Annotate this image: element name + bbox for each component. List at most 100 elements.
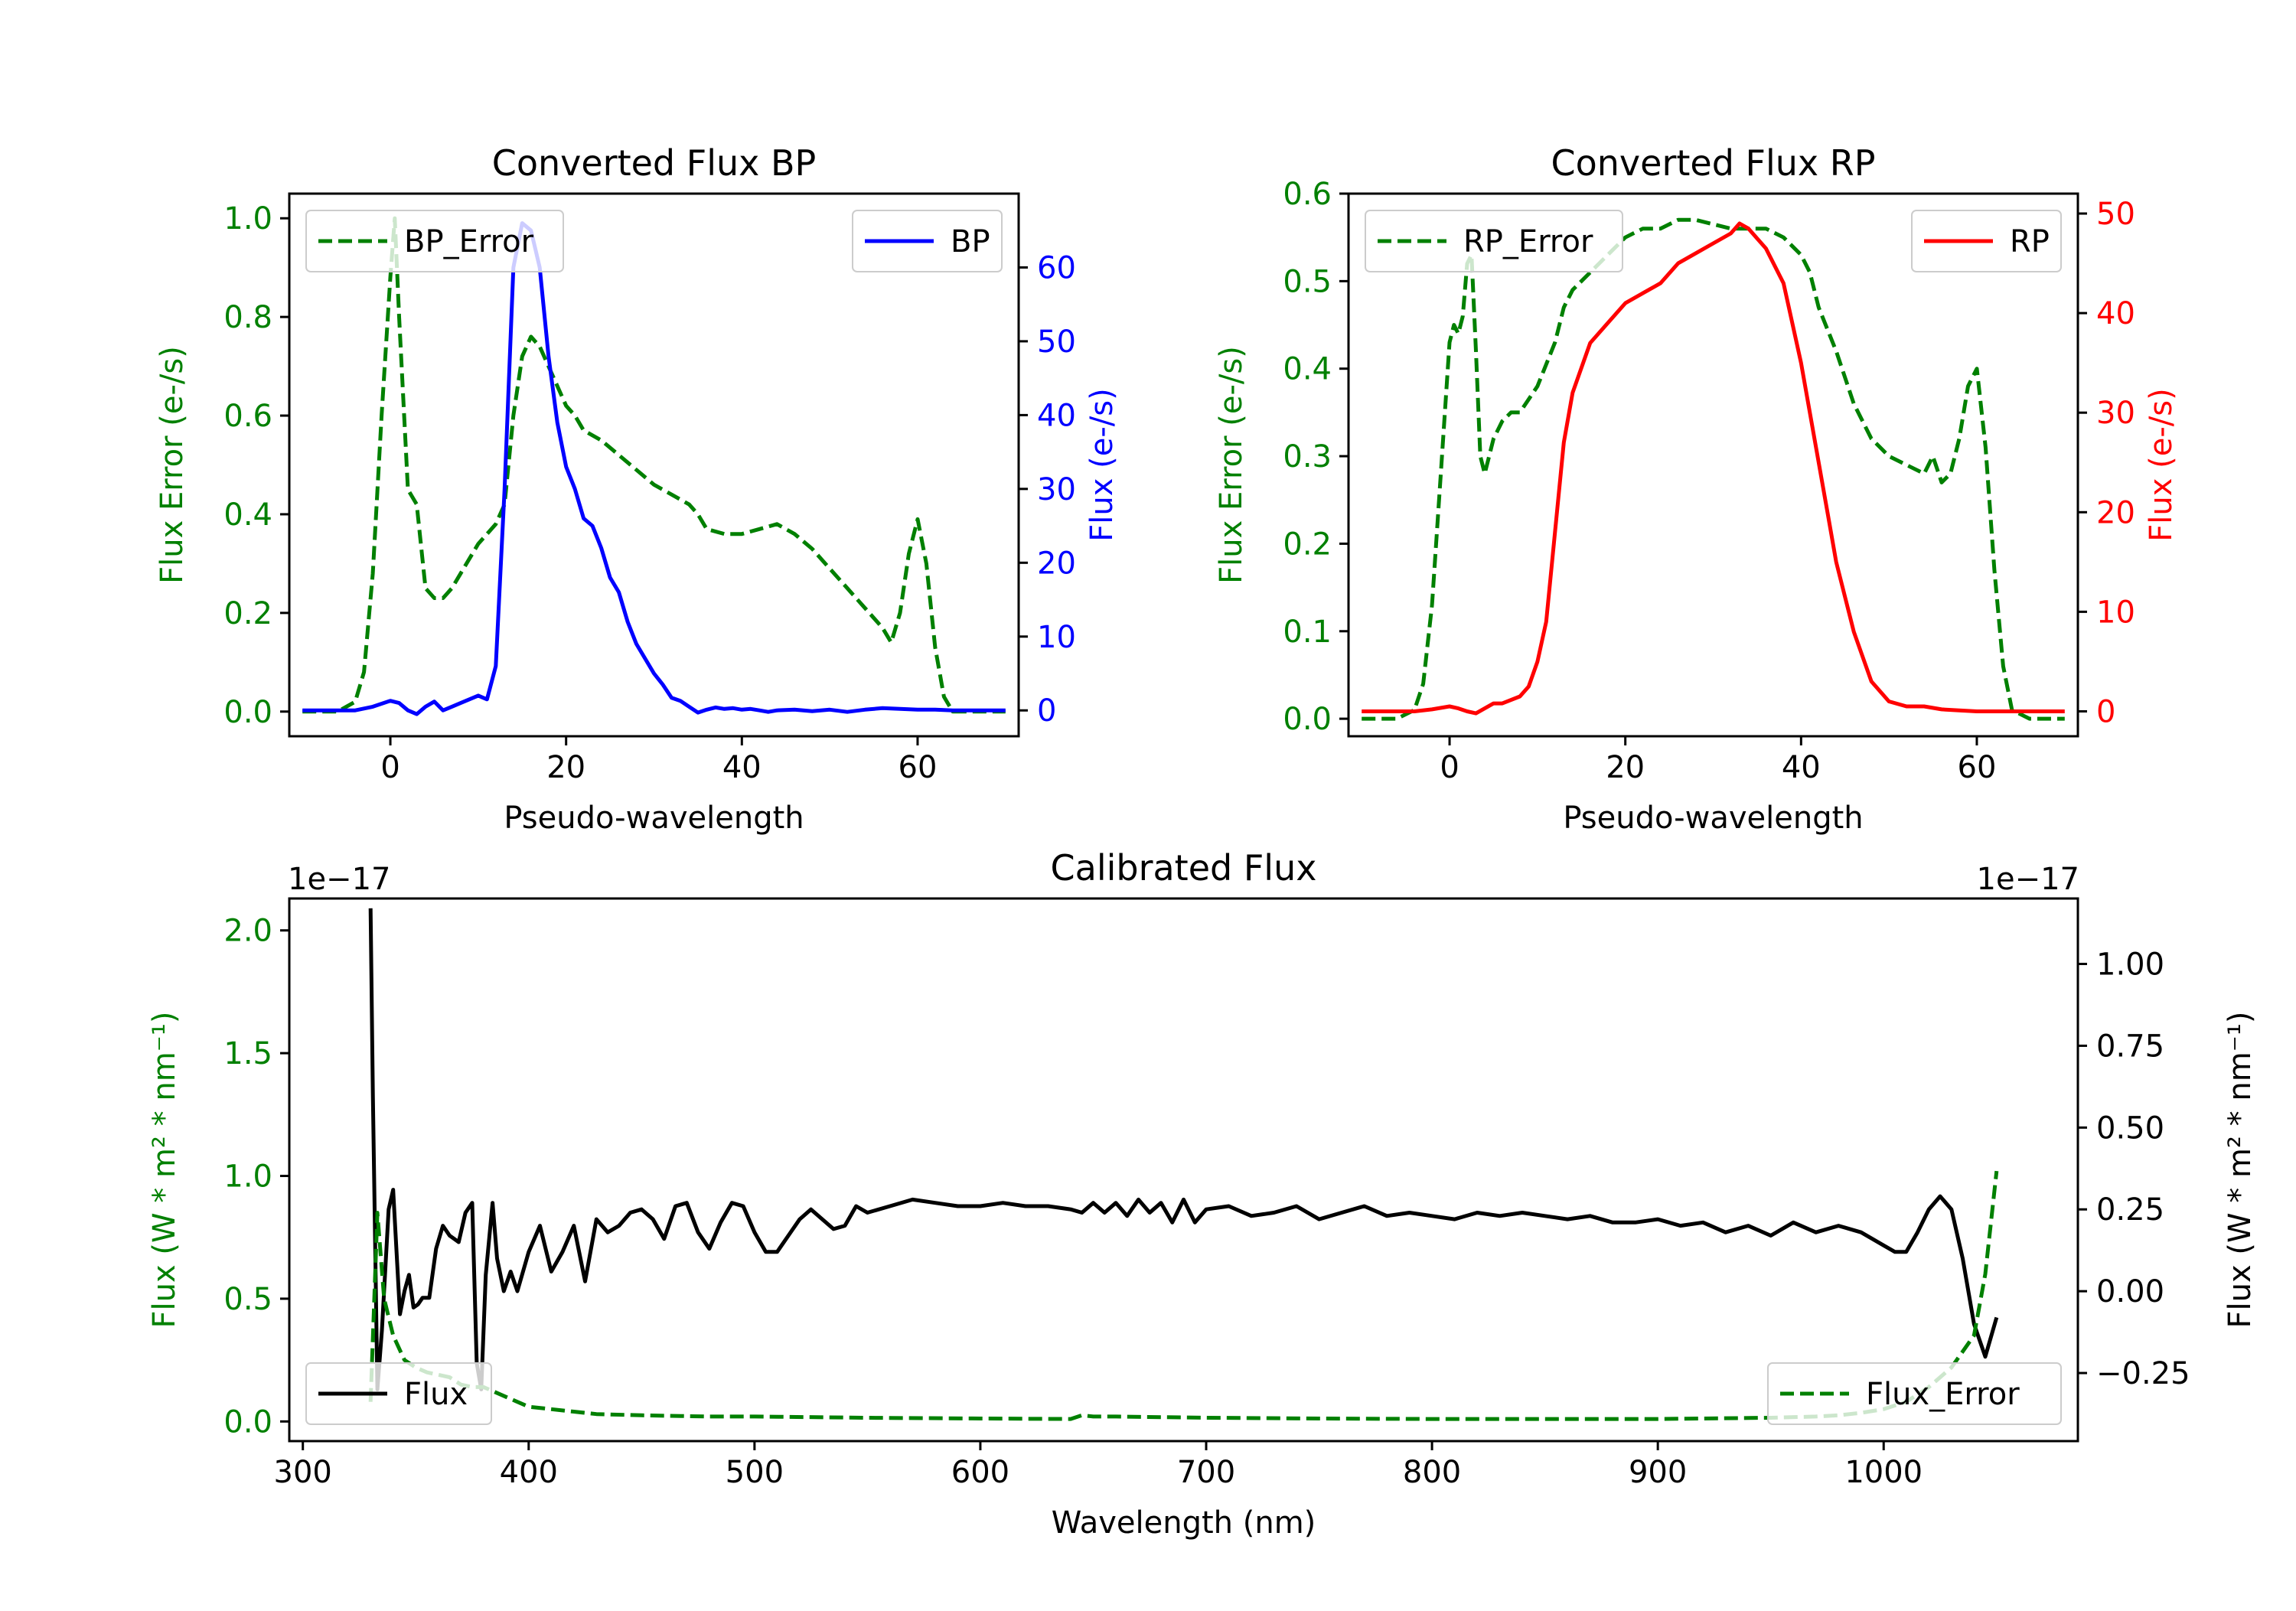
series-line-rp-error <box>1362 217 2065 721</box>
y-right-tick-label: 60 <box>1037 250 1076 285</box>
x-tick-label: 1000 <box>1844 1455 1923 1490</box>
x-tick-label: 900 <box>1629 1455 1687 1490</box>
series-line-bp <box>302 221 1006 716</box>
y-left-tick-label: 0.3 <box>1283 439 1332 474</box>
series-line-flux <box>368 908 1999 1391</box>
chart-title: Calibrated Flux <box>1051 847 1317 889</box>
x-tick-label: 500 <box>726 1455 784 1490</box>
y-left-tick-label: 1.0 <box>223 201 272 236</box>
chart-bp: Converted Flux BP 0 20 40 60 Pseudo-wavelengt… <box>155 142 1120 836</box>
legend-frame <box>1767 1362 2062 1425</box>
axes-frame <box>288 897 2079 1443</box>
y-left-tick-label: 0.5 <box>1283 264 1332 299</box>
y-right-tick-label: 40 <box>2096 296 2135 331</box>
y-right-tick-label: 0.25 <box>2096 1192 2164 1228</box>
y-left-tick-label: 0.5 <box>223 1282 272 1317</box>
x-tick-label: 400 <box>500 1455 558 1490</box>
legend-label-rp: RP <box>2010 224 2050 259</box>
y-right-tick-label: −0.25 <box>2096 1356 2190 1391</box>
y-left-tick-label: 0.2 <box>223 596 272 631</box>
axes-frame <box>288 192 1020 738</box>
y-left-tick-label: 1.0 <box>223 1159 272 1195</box>
legend-label-bp-error: BP_Error <box>404 224 534 259</box>
y-right-tick-label: 20 <box>2096 495 2135 530</box>
y-left-tick-label: 1.5 <box>223 1036 272 1071</box>
x-tick-label: 300 <box>274 1455 332 1490</box>
x-tick-label: 0 <box>380 750 400 785</box>
y-left-tick-label: 0.4 <box>223 497 272 533</box>
y-right-tick-label: 10 <box>2096 595 2135 630</box>
legend-flux: Flux <box>305 1362 492 1425</box>
series-line-rp <box>1362 221 2065 716</box>
y-left-offset-label: 1e−17 <box>288 862 390 897</box>
chart-calibrated: Calibrated Flux 300 400 500 600 700 800 900 1000… <box>147 847 2258 1541</box>
y-left-tick-label: 0.0 <box>1283 702 1332 737</box>
x-tick-label: 700 <box>1177 1455 1235 1490</box>
chart-title: Converted Flux BP <box>492 142 817 184</box>
y-left-tick-label: 0.4 <box>1283 352 1332 387</box>
series-line-bp-error <box>302 216 1006 714</box>
chart-title: Converted Flux RP <box>1551 142 1876 184</box>
y-right-tick-label: 30 <box>2096 396 2135 431</box>
y-left-tick-label: 0.1 <box>1283 615 1332 650</box>
y-right-axis-label: Flux (W * m² * nm⁻¹) <box>2223 1012 2258 1329</box>
x-tick-label: 600 <box>951 1455 1009 1490</box>
y-left-tick-label: 2.0 <box>223 914 272 949</box>
x-tick-label: 20 <box>546 750 585 785</box>
legend-frame <box>1365 210 1623 272</box>
legend-label-flux-error: Flux_Error <box>1866 1377 2020 1412</box>
y-right-tick-label: 10 <box>1037 620 1076 655</box>
y-right-axis-label: Flux (e-/s) <box>2144 388 2179 541</box>
x-tick-label: 60 <box>899 750 938 785</box>
legend-rp-error: RP_Error <box>1365 210 1623 272</box>
axes-frame <box>1347 192 2079 738</box>
y-right-tick-label: 0.75 <box>2096 1029 2164 1064</box>
y-right-tick-label: 50 <box>2096 197 2135 232</box>
legend-label-rp-error: RP_Error <box>1463 224 1593 259</box>
x-tick-label: 800 <box>1403 1455 1461 1490</box>
chart-rp: Converted Flux RP 0 20 40 60 Pseudo-wavelengt… <box>1214 142 2179 836</box>
legend-frame <box>305 210 564 272</box>
y-right-tick-label: 50 <box>1037 324 1076 360</box>
legend-label-bp: BP <box>951 224 990 259</box>
x-axis-label: Wavelength (nm) <box>1052 1505 1316 1541</box>
x-tick-label: 60 <box>1958 750 1997 785</box>
y-right-axis-label: Flux (e-/s) <box>1084 388 1120 541</box>
x-axis-label: Pseudo-wavelength <box>504 801 804 836</box>
y-right-tick-label: 0 <box>2096 694 2115 729</box>
y-right-tick-label: 0.00 <box>2096 1274 2164 1309</box>
y-right-tick-label: 40 <box>1037 398 1076 433</box>
y-left-tick-label: 0.0 <box>223 695 272 730</box>
x-tick-label: 0 <box>1440 750 1459 785</box>
y-right-tick-label: 20 <box>1037 546 1076 581</box>
y-right-offset-label: 1e−17 <box>1977 862 2079 897</box>
legend-rp: RP <box>1911 210 2062 272</box>
y-left-axis-label: Flux Error (e-/s) <box>155 346 190 584</box>
y-left-tick-label: 0.0 <box>223 1404 272 1440</box>
y-right-tick-label: 1.00 <box>2096 947 2164 983</box>
series-group <box>368 908 1999 1421</box>
y-right-tick-label: 0 <box>1037 693 1056 729</box>
y-left-axis-label: Flux (W * m² * nm⁻¹) <box>147 1012 182 1329</box>
y-right-tick-label: 30 <box>1037 472 1076 507</box>
x-axis-label: Pseudo-wavelength <box>1563 801 1863 836</box>
legend-bp: BP <box>852 210 1003 272</box>
y-left-tick-label: 0.2 <box>1283 527 1332 562</box>
legend-label-flux: Flux <box>404 1377 468 1412</box>
x-tick-label: 40 <box>1782 750 1821 785</box>
series-group <box>1362 217 2065 721</box>
x-tick-label: 20 <box>1606 750 1645 785</box>
legend-bp-error: BP_Error <box>305 210 564 272</box>
y-left-axis-label: Flux Error (e-/s) <box>1214 346 1249 584</box>
series-group <box>302 216 1006 716</box>
series-line-flux-error <box>368 1170 1999 1421</box>
legend-flux-error: Flux_Error <box>1767 1362 2062 1425</box>
x-tick-label: 40 <box>722 750 762 785</box>
y-right-tick-label: 0.50 <box>2096 1110 2164 1146</box>
legend-frame <box>305 1362 492 1425</box>
y-left-tick-label: 0.6 <box>223 399 272 434</box>
y-left-tick-label: 0.8 <box>223 300 272 335</box>
y-left-tick-label: 0.6 <box>1283 177 1332 212</box>
